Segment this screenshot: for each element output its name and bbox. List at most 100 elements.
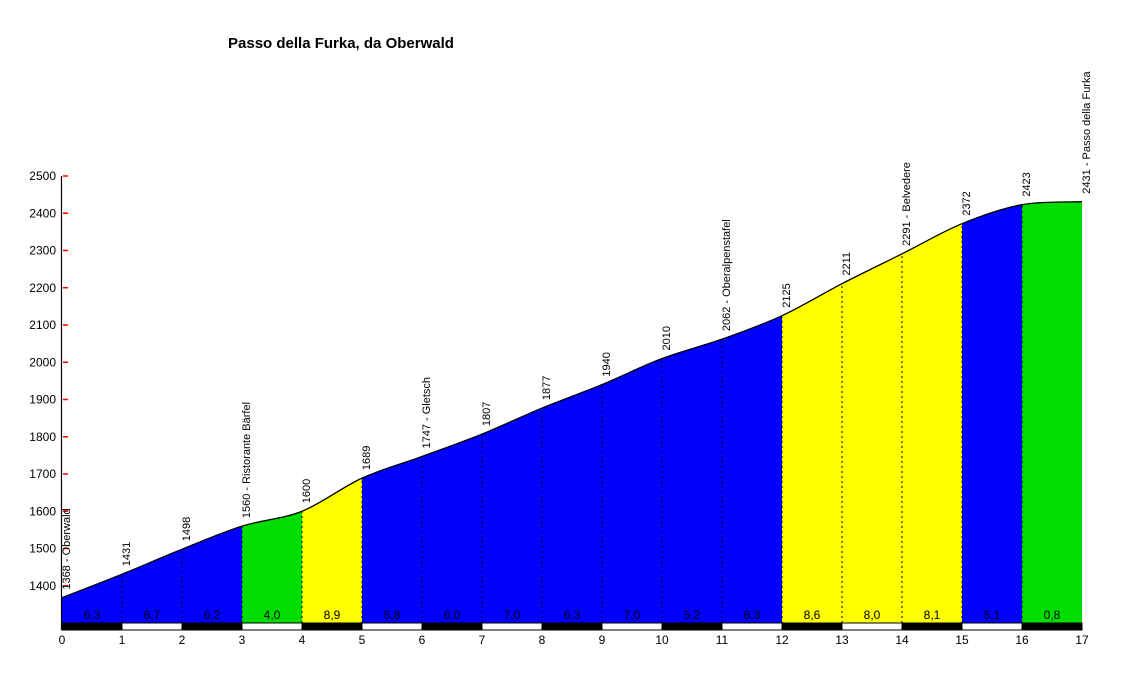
- profile-area-segment-km6-7: [422, 434, 482, 623]
- gradient-label: 8,6: [804, 608, 821, 622]
- x-axis-label: 8: [539, 633, 546, 647]
- profile-area-segment-km13-14: [842, 253, 902, 623]
- x-axis-label: 5: [359, 633, 366, 647]
- gradient-label: 6,3: [564, 608, 581, 622]
- elevation-point-label: 1940: [601, 352, 613, 376]
- x-axis-label: 17: [1075, 633, 1089, 647]
- profile-area-segment-km11-12: [722, 315, 782, 623]
- elevation-point-label: 1498: [181, 517, 193, 541]
- profile-area-segment-km8-9: [542, 384, 602, 623]
- y-axis-label: 2200: [29, 281, 56, 295]
- profile-area-segment-km16-17: [1022, 201, 1082, 623]
- y-axis-label: 1500: [29, 542, 56, 556]
- elevation-point-label: 1368 - Oberwald: [61, 508, 73, 589]
- gradient-label: 8,9: [324, 608, 341, 622]
- profile-area-segment-km9-10: [602, 358, 662, 623]
- profile-area-segment-km12-13: [782, 283, 842, 623]
- gradient-label: 5,2: [684, 608, 701, 622]
- y-axis-label: 2400: [29, 206, 56, 220]
- km-scale-bar-segment: [781, 622, 843, 631]
- km-scale-bar-segment: [721, 622, 783, 631]
- x-axis-label: 11: [716, 633, 729, 647]
- x-axis-label: 13: [835, 633, 849, 647]
- y-axis-label: 2500: [29, 169, 56, 183]
- profile-area-segment-km15-16: [962, 204, 1022, 623]
- elevation-point-label: 1877: [541, 376, 553, 400]
- chart-title: Passo della Furka, da Oberwald: [228, 35, 454, 52]
- km-scale-bar-segment: [181, 622, 243, 631]
- km-scale-bar-segment: [841, 622, 903, 631]
- gradient-label: 6,0: [444, 608, 461, 622]
- profile-outline: [61, 201, 1083, 599]
- gradient-label: 7,0: [624, 608, 641, 622]
- x-axis-label: 6: [419, 633, 426, 647]
- elevation-point-label: 2372: [961, 191, 973, 215]
- km-scale-bar-segment: [241, 622, 303, 631]
- x-axis-label: 12: [775, 633, 789, 647]
- elevation-point-label: 1689: [361, 446, 373, 470]
- km-scale-bar-segment: [481, 622, 543, 631]
- gradient-label: 6,3: [84, 608, 101, 622]
- y-axis-label: 2000: [29, 355, 56, 369]
- km-scale-bar-segment: [961, 622, 1023, 631]
- elevation-point-label: 1600: [301, 479, 313, 503]
- profile-area-segment-km7-8: [482, 408, 542, 623]
- y-axis-label: 1700: [29, 467, 56, 481]
- profile-area-segment-km1-2: [122, 549, 182, 623]
- y-axis-label: 2100: [29, 318, 56, 332]
- profile-area-segment-km2-3: [182, 526, 242, 623]
- km-scale-bar-segment: [61, 622, 123, 631]
- profile-area-segment-km4-5: [302, 478, 362, 623]
- km-scale-bar-segment: [361, 622, 423, 631]
- km-scale-bar-segment: [541, 622, 603, 631]
- gradient-label: 6,3: [744, 608, 761, 622]
- x-axis-label: 16: [1015, 633, 1029, 647]
- y-axis-label: 1400: [29, 579, 56, 593]
- gradient-label: 6,2: [204, 608, 221, 622]
- x-axis-label: 3: [239, 633, 246, 647]
- x-axis-label: 14: [895, 633, 909, 647]
- km-scale-bar-segment: [901, 622, 963, 631]
- gradient-label: 8,1: [924, 608, 941, 622]
- profile-area-segment-km5-6: [362, 456, 422, 623]
- y-axis-label: 2300: [29, 244, 56, 258]
- elevation-point-label: 2211: [841, 252, 853, 276]
- elevation-point-label: 1807: [481, 402, 493, 426]
- gradient-label: 4,0: [264, 608, 281, 622]
- x-axis-label: 0: [59, 633, 66, 647]
- km-scale-bar-segment: [661, 622, 723, 631]
- y-axis-label: 1800: [29, 430, 56, 444]
- elevation-point-label: 1431: [121, 542, 133, 566]
- x-axis-label: 15: [955, 633, 969, 647]
- km-scale-bar-segment: [601, 622, 663, 631]
- gradient-label: 0,8: [1044, 608, 1061, 622]
- elevation-point-label: 2125: [781, 283, 793, 307]
- x-axis-label: 1: [119, 633, 126, 647]
- km-scale-bar-segment: [301, 622, 363, 631]
- elevation-point-label: 2431 - Passo della Furka: [1081, 71, 1093, 194]
- x-axis-label: 9: [599, 633, 606, 647]
- gradient-label: 8,0: [864, 608, 881, 622]
- profile-area-segment-km14-15: [902, 223, 962, 623]
- profile-area-segment-km10-11: [662, 339, 722, 623]
- km-scale-bar-segment: [1021, 622, 1083, 631]
- elevation-point-label: 2291 - Belvedere: [901, 162, 913, 246]
- gradient-label: 7,0: [504, 608, 521, 622]
- gradient-label: 5,8: [384, 608, 401, 622]
- elevation-point-label: 1560 - Ristorante Bärfel: [241, 402, 253, 518]
- x-axis-label: 10: [655, 633, 669, 647]
- y-axis-label: 1900: [29, 393, 56, 407]
- elevation-point-label: 2423: [1021, 172, 1033, 196]
- profile-area-segment-km3-4: [242, 511, 302, 623]
- km-scale-bar-segment: [121, 622, 183, 631]
- elevation-point-label: 2062 - Oberalpenstafel: [721, 219, 733, 331]
- x-axis-label: 7: [479, 633, 486, 647]
- gradient-label: 6,7: [144, 608, 161, 622]
- y-axis-label: 1600: [29, 504, 56, 518]
- km-scale-bar-segment: [421, 622, 483, 631]
- gradient-label: 5,1: [984, 608, 1001, 622]
- elevation-point-label: 2010: [661, 326, 673, 350]
- x-axis-label: 2: [179, 633, 186, 647]
